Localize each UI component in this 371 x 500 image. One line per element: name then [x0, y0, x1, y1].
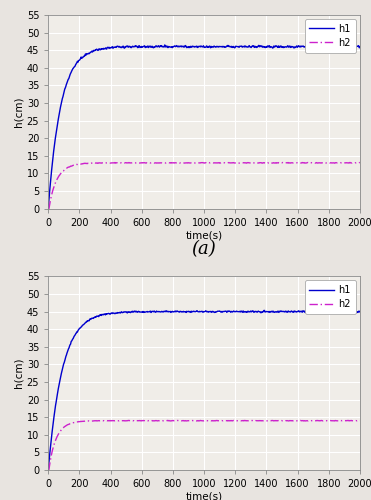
h1	[333, 44, 337, 50]
h2	[272, 418, 277, 424]
h2	[177, 418, 181, 424]
h2	[194, 418, 198, 424]
h2	[180, 418, 184, 424]
h2	[177, 160, 181, 166]
Y-axis label: h(cm): h(cm)	[14, 96, 24, 127]
h1	[162, 42, 167, 48]
h1	[348, 309, 352, 315]
h1	[46, 206, 50, 212]
h1	[348, 44, 352, 50]
h1	[180, 309, 184, 315]
Legend: h1, h2: h1, h2	[305, 19, 356, 52]
h2	[332, 160, 337, 166]
X-axis label: time(s): time(s)	[186, 230, 223, 240]
Legend: h1, h2: h1, h2	[305, 280, 356, 314]
Line: h1: h1	[48, 45, 360, 208]
h2	[46, 206, 50, 212]
h1	[333, 309, 337, 315]
h1	[177, 44, 181, 50]
Y-axis label: h(cm): h(cm)	[14, 358, 24, 388]
Line: h1: h1	[48, 310, 360, 470]
h2	[346, 418, 350, 424]
h2	[194, 160, 198, 166]
h2	[180, 160, 184, 166]
h2	[46, 467, 50, 473]
h2	[358, 160, 362, 166]
h1	[177, 308, 181, 314]
Line: h2: h2	[48, 162, 360, 208]
h1	[272, 44, 277, 50]
h2	[358, 418, 362, 424]
h1	[272, 309, 277, 315]
h1	[46, 467, 50, 473]
h2	[332, 418, 337, 424]
Line: h2: h2	[48, 420, 360, 470]
h1	[194, 44, 198, 50]
Text: (a): (a)	[192, 240, 216, 258]
h1	[358, 309, 362, 315]
h1	[194, 308, 198, 314]
h2	[348, 160, 352, 166]
h2	[348, 418, 352, 424]
X-axis label: time(s): time(s)	[186, 492, 223, 500]
h2	[272, 160, 277, 166]
h1	[262, 308, 266, 314]
h1	[358, 44, 362, 50]
h1	[180, 44, 184, 50]
